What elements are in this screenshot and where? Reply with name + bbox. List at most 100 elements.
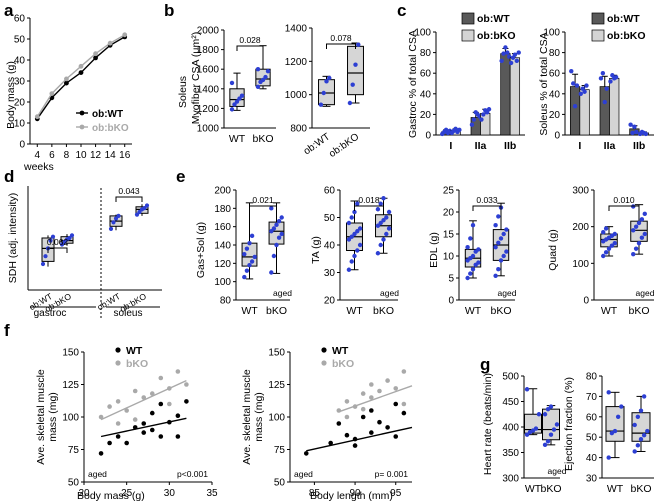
- g2-ytick-label-1: 40: [586, 453, 598, 464]
- e1-point-1-3: [276, 235, 282, 240]
- a-legend-bko: ob:bKO: [92, 123, 129, 134]
- e3-pvalue: 0.033: [476, 195, 498, 205]
- f2-ylabel-line1: Ave. skeletal muscle: [241, 369, 253, 465]
- e2-point-1-0: [375, 251, 381, 256]
- e2-point-0-9: [357, 226, 363, 231]
- g2-box-0: [605, 406, 625, 442]
- g2-xlabel-0: WT: [607, 483, 624, 495]
- f1-point-1-12: [115, 421, 121, 426]
- e4-pvalue: 0.010: [613, 195, 635, 205]
- d-point-2-1: [111, 220, 116, 225]
- a-ytick-label-4: 40: [14, 56, 26, 67]
- a-legend-wt: ob:WT: [92, 109, 123, 120]
- g2-point-1-0: [632, 449, 637, 454]
- a-point-1-5: [107, 40, 113, 46]
- b1-ytick-label-2: 1400: [197, 84, 220, 95]
- e1-note: aged: [273, 288, 292, 298]
- panel-letter-f: f: [4, 321, 10, 340]
- e1-point-0-0: [242, 274, 247, 280]
- e1-ytick-label-3: 140: [214, 241, 231, 252]
- e4-point-1-9: [642, 211, 647, 217]
- c2-point-1-0-0: [578, 91, 583, 97]
- d-point-0-3: [48, 238, 53, 243]
- a-point-1-1: [49, 91, 55, 96]
- a-point-1-3: [78, 63, 84, 69]
- c2-point-0-1-2: [602, 99, 607, 105]
- b-ylabel-soleus: Soleus: [177, 76, 189, 108]
- g1-point-0-0: [524, 432, 530, 437]
- f1-point-0-5: [141, 421, 147, 426]
- e1-point-0-8: [249, 233, 255, 239]
- e1-point-1-0: [269, 270, 274, 275]
- b1-ytick-label-4: 1800: [197, 45, 220, 56]
- c2-point-0-2-2: [632, 124, 637, 129]
- b1-ytick-label-3: 1600: [197, 65, 220, 76]
- b1-ytick-label-5: 2000: [197, 26, 220, 37]
- e4-point-0-10: [601, 229, 606, 235]
- e2-point-0-0: [346, 267, 352, 272]
- f2-ytick-label-2: 100: [268, 413, 285, 424]
- e2-sig-bracket: [354, 205, 384, 211]
- e1-point-0-7: [247, 240, 252, 246]
- a-point-1-4: [93, 51, 98, 57]
- f1-legend-marker-bKO: [115, 360, 121, 366]
- e4-point-1-3: [639, 235, 645, 240]
- g1-point-1-3: [551, 427, 557, 432]
- f2-point-0-3: [344, 432, 350, 438]
- e2-point-0-5: [346, 237, 352, 242]
- c1-xlabel-2: IIb: [504, 140, 516, 152]
- c2-point-1-1-3: [613, 75, 619, 80]
- e2-point-0-12: [352, 209, 357, 215]
- f1-point-0-8: [149, 427, 155, 433]
- g1-xlabel-0: WT: [525, 483, 542, 495]
- g1-ytick-label-4: 500: [502, 372, 519, 383]
- f2-legend-bKO: bKO: [332, 358, 354, 370]
- g2-point-0-0: [606, 455, 611, 460]
- f2-point-1-6: [377, 388, 382, 394]
- g1-point-0-3: [533, 426, 539, 431]
- c2-point-1-1-0: [608, 79, 613, 84]
- g1-point-1-7: [548, 404, 554, 409]
- e4-ylabel: Quad (g): [547, 229, 559, 270]
- a-xtick-label-5: 14: [105, 150, 117, 161]
- e1-ytick-label-2: 120: [214, 259, 231, 270]
- b2-point-0-0: [318, 102, 324, 107]
- g2-xlabel-1: bKO: [630, 483, 651, 495]
- c1-point-1-1-0: [479, 117, 484, 122]
- f2-xtick-label-0: 85: [309, 488, 321, 499]
- g1-point-1-0: [542, 442, 548, 448]
- d-point-2-0: [108, 226, 114, 231]
- f1-note: aged: [88, 469, 107, 479]
- c1-point-1-2-0: [508, 60, 514, 66]
- a-xtick-label-0: 4: [35, 150, 41, 161]
- f1-pvalue: p<0.001: [177, 469, 208, 479]
- a-ytick-label-6: 60: [14, 14, 26, 25]
- f1-point-1-7: [158, 375, 164, 381]
- a-xtick-label-2: 8: [64, 150, 70, 161]
- c2-point-0-0-0: [569, 68, 574, 74]
- f1-point-1-11: [184, 382, 189, 387]
- c1-legend-bko: ob:bKO: [477, 30, 516, 42]
- b2-point-0-1: [321, 90, 326, 96]
- f1-point-0-6: [141, 430, 147, 435]
- e1-point-0-1: [244, 268, 250, 273]
- e1-ytick-label-4: 160: [214, 222, 231, 233]
- e3-point-1-3: [501, 253, 506, 259]
- a-point-0-3: [78, 70, 84, 75]
- e1-point-1-6: [271, 226, 277, 231]
- e4-ytick-label-3: 300: [572, 186, 589, 197]
- f1-point-1-5: [141, 395, 147, 400]
- c1-point-0-1-1: [471, 117, 477, 122]
- c1-point-0-1-0: [469, 122, 475, 127]
- e2-point-1-5: [375, 223, 381, 228]
- e4-ytick-label-2: 200: [572, 222, 589, 233]
- a-ytick-label-0: 0: [19, 140, 25, 151]
- e2-point-0-13: [355, 201, 360, 206]
- e2-point-0-6: [349, 234, 354, 239]
- e1-point-1-10: [269, 206, 274, 211]
- f2-point-0-0: [303, 451, 309, 456]
- d-point-3-4: [144, 203, 150, 208]
- f2-pvalue: p= 0.001: [375, 469, 409, 479]
- c2-bar-1-1: [609, 77, 620, 136]
